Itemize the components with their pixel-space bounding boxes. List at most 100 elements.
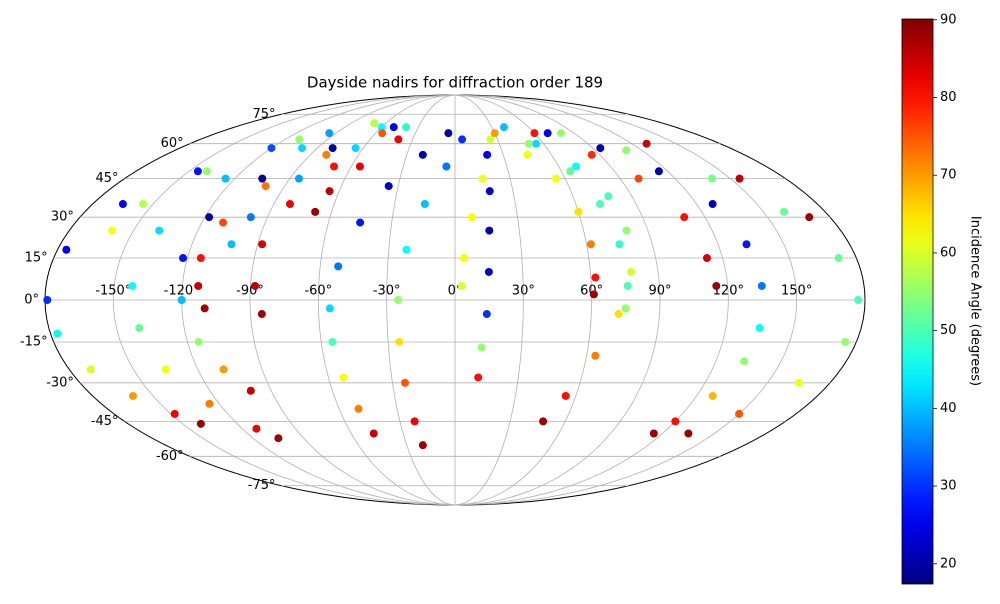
data-point: [128, 281, 137, 290]
y-tick-label: 0°: [24, 293, 39, 308]
data-point: [707, 174, 716, 183]
data-point: [246, 386, 255, 395]
data-point: [274, 434, 283, 443]
data-point: [418, 441, 427, 450]
data-point: [524, 139, 533, 148]
data-point: [478, 174, 487, 183]
data-point: [402, 123, 411, 132]
x-tick-label: 120°: [713, 284, 744, 299]
x-tick-label: -120°: [164, 284, 200, 299]
data-point: [622, 146, 631, 155]
data-point: [202, 167, 211, 176]
y-tick-label: 75°: [252, 107, 275, 122]
data-point: [384, 182, 393, 191]
data-point: [370, 119, 379, 128]
data-point: [523, 150, 532, 159]
data-point: [355, 162, 364, 171]
data-point: [400, 378, 409, 387]
data-point: [194, 337, 203, 346]
colorbar-tick-label: 70: [940, 168, 957, 183]
colorbar-tick-label: 80: [940, 90, 957, 105]
x-tick-label: 90°: [648, 284, 671, 299]
y-tick-label: 60°: [161, 136, 184, 151]
data-point: [459, 254, 468, 263]
data-point: [194, 281, 203, 290]
data-point: [402, 245, 411, 254]
data-point: [161, 365, 170, 374]
data-point: [227, 240, 236, 249]
data-point: [418, 150, 427, 159]
data-point: [477, 343, 486, 352]
data-point: [539, 417, 548, 426]
data-point: [614, 310, 623, 319]
colorbar-tick-label: 90: [940, 12, 957, 27]
data-point: [258, 174, 267, 183]
data-point: [205, 399, 214, 408]
x-tick-label: 30°: [512, 284, 535, 299]
colorbar: [901, 18, 934, 585]
data-point: [135, 324, 144, 333]
data-point: [735, 409, 744, 418]
data-point: [155, 226, 164, 235]
x-tick-label: -60°: [304, 284, 332, 299]
y-tick-label: -45°: [91, 414, 119, 429]
data-point: [649, 429, 658, 438]
y-tick-label: -75°: [248, 478, 276, 493]
data-point: [485, 226, 494, 235]
data-point: [325, 187, 334, 196]
data-point: [377, 123, 386, 132]
data-point: [351, 144, 360, 153]
data-point: [444, 129, 453, 138]
data-point: [467, 213, 476, 222]
data-point: [328, 337, 337, 346]
data-point: [805, 213, 814, 222]
data-point: [604, 192, 613, 201]
data-point: [62, 245, 71, 254]
x-tick-label: -90°: [236, 284, 264, 299]
data-point: [530, 129, 539, 138]
data-point: [339, 373, 348, 382]
y-tick-label: -30°: [46, 375, 74, 390]
data-point: [252, 424, 261, 433]
data-point: [591, 273, 600, 282]
data-point: [219, 365, 228, 374]
data-point: [755, 324, 764, 333]
y-tick-label: -60°: [156, 449, 184, 464]
data-point: [589, 290, 598, 299]
data-point: [794, 378, 803, 387]
data-point: [841, 337, 850, 346]
data-point: [267, 144, 276, 153]
chart-title: Dayside nadirs for diffraction order 189: [307, 74, 603, 92]
points: [43, 119, 863, 450]
data-point: [561, 391, 570, 400]
data-point: [442, 162, 451, 171]
data-point: [484, 267, 493, 276]
data-point: [623, 281, 632, 290]
data-point: [712, 281, 721, 290]
data-point: [108, 226, 117, 235]
data-point: [258, 240, 267, 249]
colorbar-tick-label: 20: [940, 556, 957, 571]
data-point: [458, 135, 467, 144]
data-point: [196, 419, 205, 428]
data-point: [586, 240, 595, 249]
data-point: [311, 207, 320, 216]
x-tick-label: 150°: [781, 284, 812, 299]
data-point: [702, 254, 711, 263]
y-tick-label: 15°: [25, 251, 48, 266]
data-point: [294, 174, 303, 183]
data-point: [596, 144, 605, 153]
y-tick-label: -15°: [20, 334, 48, 349]
data-point: [854, 296, 863, 304]
data-point: [420, 200, 429, 209]
data-point: [615, 240, 624, 249]
data-point: [556, 129, 565, 138]
data-point: [334, 262, 343, 271]
data-point: [543, 129, 552, 138]
colorbar-label: Incidence Angle (degrees): [968, 216, 983, 386]
data-point: [205, 213, 214, 222]
colorbar-tick-label: 60: [940, 245, 957, 260]
data-point: [219, 218, 228, 227]
data-point: [680, 213, 689, 222]
data-point: [708, 391, 717, 400]
